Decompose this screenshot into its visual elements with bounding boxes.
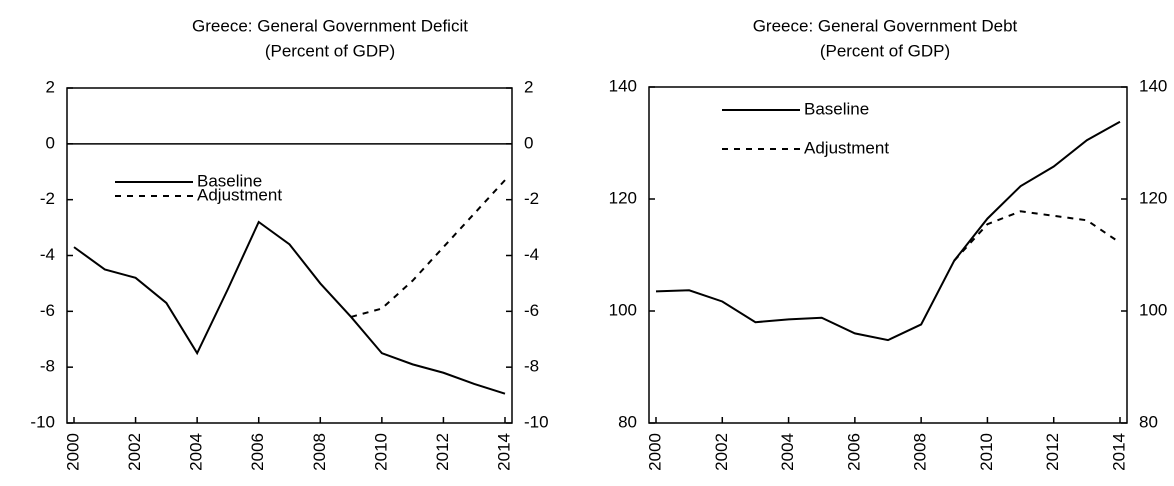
y2-tick-label: 0 [524,133,533,152]
y2-tick-label: 120 [1139,188,1167,207]
x-tick-label: 2002 [125,433,144,471]
chart-title: Greece: General Government Debt [753,16,1018,35]
series-line [953,210,1121,262]
x-tick-label: 2004 [187,433,206,471]
y-tick-label: 120 [609,188,637,207]
series-line [655,120,1121,342]
y-tick-label: -4 [40,245,55,264]
y2-tick-label: -6 [524,301,539,320]
x-tick-label: 2008 [310,433,329,471]
x-tick-label: 2012 [1043,433,1062,471]
series-line [350,179,506,318]
chart-subtitle: (Percent of GDP) [265,41,395,60]
y-tick-label: -2 [40,189,55,208]
y-tick-label: 2 [46,77,55,96]
y2-tick-label: 100 [1139,300,1167,319]
y2-tick-label: 2 [524,77,533,96]
plot-frame [648,86,1128,424]
chart-subtitle: (Percent of GDP) [820,41,950,60]
x-tick-label: 2010 [977,433,996,471]
y-tick-label: -6 [40,301,55,320]
x-tick-label: 2004 [778,433,797,471]
x-tick-label: 2006 [844,433,863,471]
legend-label: Adjustment [804,138,889,157]
y2-tick-label: -10 [524,412,549,431]
x-tick-label: 2014 [1109,433,1128,471]
x-tick-label: 2002 [712,433,731,471]
y2-tick-label: 140 [1139,76,1167,95]
series-line [73,220,506,395]
x-tick-label: 2000 [645,433,664,471]
legend-label: Baseline [197,171,262,190]
x-tick-label: 2000 [63,433,82,471]
y-tick-label: 0 [46,133,55,152]
legend-label: Adjustment [197,185,282,204]
x-tick-label: 2008 [911,433,930,471]
y2-tick-label: -4 [524,245,539,264]
y-tick-label: -8 [40,357,55,376]
y-tick-label: 140 [609,76,637,95]
x-tick-label: 2006 [248,433,267,471]
x-tick-label: 2012 [433,433,452,471]
y2-tick-label: -8 [524,357,539,376]
x-tick-label: 2014 [494,433,513,471]
y-tick-label: 100 [609,300,637,319]
legend-label: Baseline [804,99,869,118]
x-tick-label: 2010 [371,433,390,471]
y-tick-label: -10 [30,412,55,431]
y2-tick-label: 80 [1139,412,1158,431]
chart-title: Greece: General Government Deficit [192,16,468,35]
y-tick-label: 80 [618,412,637,431]
y2-tick-label: -2 [524,189,539,208]
